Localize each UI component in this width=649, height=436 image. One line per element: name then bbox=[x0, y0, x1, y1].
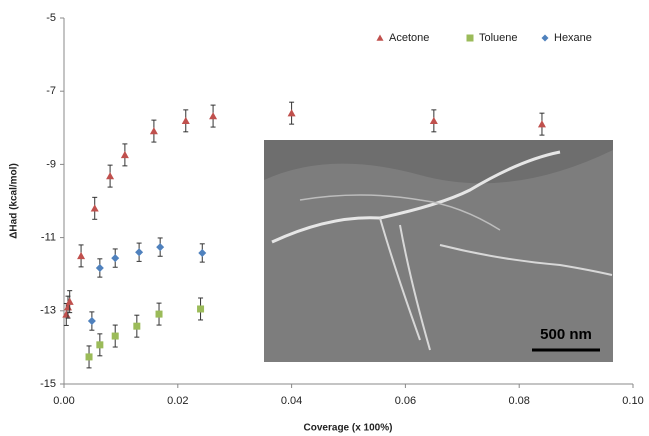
marker bbox=[77, 251, 86, 260]
marker bbox=[111, 254, 120, 263]
marker bbox=[537, 120, 546, 128]
marker bbox=[209, 112, 218, 120]
legend-marker bbox=[376, 34, 384, 41]
legend-label: Acetone bbox=[389, 32, 429, 44]
sem-texture bbox=[264, 150, 613, 362]
sem-fold bbox=[299, 194, 501, 231]
marker bbox=[85, 353, 93, 361]
y-axis-title: ΔHad (kcal/mol) bbox=[9, 163, 20, 239]
marker bbox=[133, 322, 141, 330]
x-tick-label: 0.10 bbox=[622, 395, 643, 407]
sem-fold bbox=[271, 150, 561, 244]
marker bbox=[106, 172, 115, 180]
marker bbox=[135, 248, 144, 257]
legend-marker bbox=[466, 34, 474, 42]
x-tick-label: 0.06 bbox=[395, 395, 416, 407]
x-axis-title: Coverage (x 100%) bbox=[304, 423, 393, 434]
marker bbox=[120, 150, 129, 159]
y-tick-label: -5 bbox=[46, 12, 56, 24]
marker bbox=[65, 297, 74, 305]
y-tick-label: -11 bbox=[41, 232, 56, 244]
y-tick-label: -13 bbox=[40, 305, 56, 317]
inset-image: 500 nm bbox=[264, 140, 613, 362]
x-tick-label: 0.00 bbox=[53, 395, 74, 407]
marker bbox=[96, 341, 104, 349]
marker bbox=[198, 248, 207, 257]
marker bbox=[429, 116, 438, 125]
marker bbox=[111, 332, 119, 340]
y-tick-label: -15 bbox=[40, 378, 56, 390]
marker bbox=[95, 263, 104, 272]
marker bbox=[62, 310, 71, 318]
marker bbox=[149, 127, 158, 135]
legend-marker bbox=[541, 34, 549, 42]
x-tick-label: 0.04 bbox=[281, 395, 302, 407]
y-tick-label: -7 bbox=[46, 85, 56, 97]
x-tick-label: 0.08 bbox=[508, 395, 529, 407]
sem-fold bbox=[379, 217, 613, 351]
scale-bar-label: 500 nm bbox=[540, 326, 592, 343]
x-tick-label: 0.02 bbox=[167, 395, 188, 407]
marker bbox=[87, 317, 96, 326]
marker bbox=[287, 109, 296, 117]
legend-label: Toluene bbox=[479, 32, 518, 44]
marker bbox=[197, 305, 205, 313]
legend-label: Hexane bbox=[554, 32, 592, 44]
marker bbox=[90, 204, 99, 212]
marker bbox=[156, 243, 165, 252]
marker bbox=[181, 116, 190, 125]
marker bbox=[155, 310, 163, 318]
y-tick-label: -9 bbox=[46, 158, 56, 170]
